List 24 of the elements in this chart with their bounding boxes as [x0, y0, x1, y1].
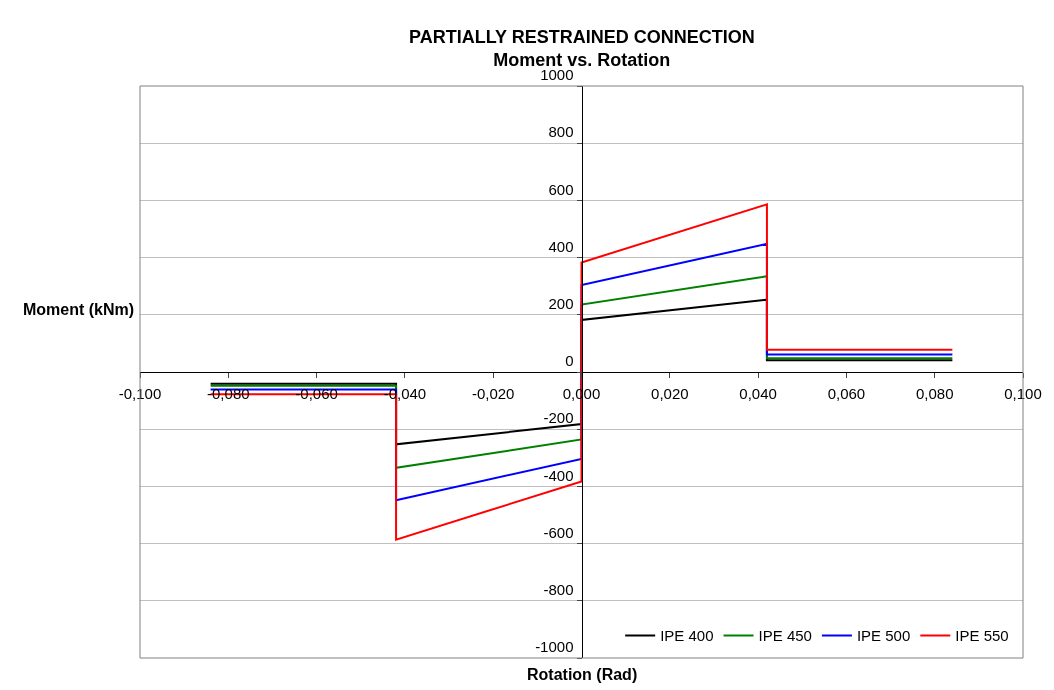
y-tick-label: 0: [565, 352, 574, 370]
x-tick-label: 0,080: [915, 385, 954, 402]
y-tick-label: 800: [548, 123, 574, 141]
x-tick-label: -0,100: [118, 385, 162, 402]
y-tick-label: 400: [548, 237, 574, 255]
x-tick-label: 0,020: [651, 385, 689, 402]
y-tick-label: -600: [543, 523, 574, 541]
legend-label: IPE 400: [660, 627, 714, 645]
y-tick-label: -1000: [535, 638, 574, 656]
y-tick-label: 600: [548, 180, 574, 198]
y-tick-label: -400: [543, 466, 574, 484]
legend-label: IPE 550: [955, 627, 1009, 645]
x-tick-label: 0,040: [739, 385, 777, 402]
legend-label: IPE 500: [856, 627, 911, 645]
legend-label: IPE 450: [758, 627, 812, 645]
x-tick-label: 0,100: [1004, 385, 1042, 402]
x-tick-label: 0,060: [827, 385, 866, 402]
y-tick-label: -800: [543, 581, 574, 599]
y-axis-title: Moment (kNm): [23, 301, 135, 318]
chart-title: PARTIALLY RESTRAINED CONNECTION: [409, 27, 755, 47]
y-tick-label: -200: [543, 409, 574, 427]
y-tick-label: 200: [548, 295, 574, 313]
x-tick-label: -0,020: [471, 385, 515, 402]
x-axis-title: Rotation (Rad): [527, 666, 638, 683]
